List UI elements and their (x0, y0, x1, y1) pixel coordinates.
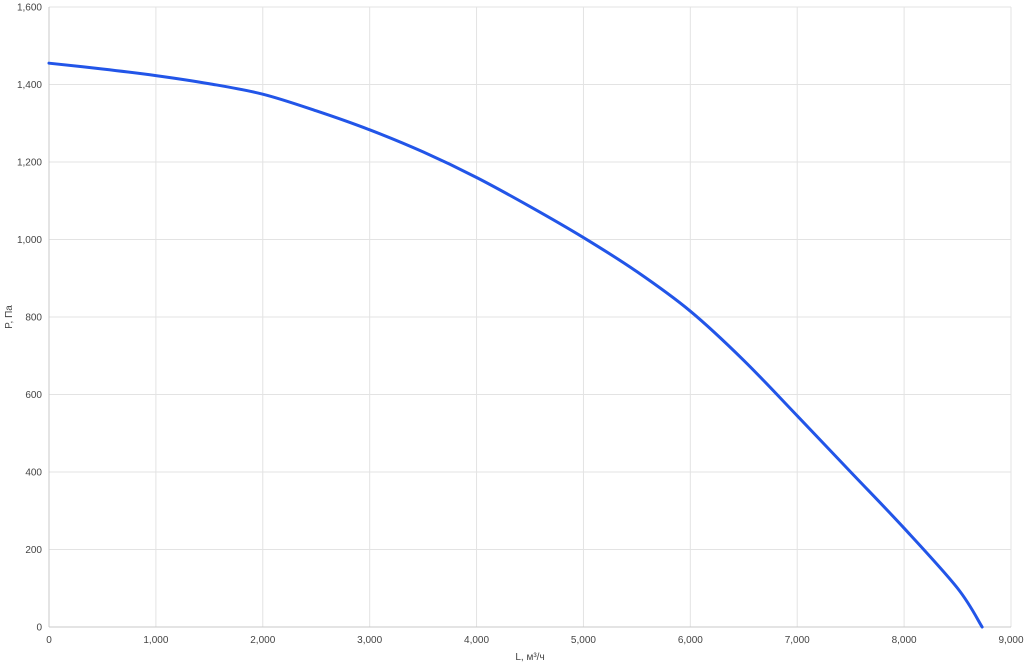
y-tick-label: 400 (25, 468, 42, 479)
y-tick-label: 0 (36, 623, 42, 634)
x-tick-label: 2,000 (250, 635, 275, 646)
x-tick-label: 9,000 (998, 635, 1023, 646)
x-tick-label: 7,000 (785, 635, 810, 646)
series-line (47, 61, 984, 629)
y-tick-label: 200 (25, 545, 42, 556)
y-tick-label: 1,200 (17, 158, 42, 169)
x-tick-label: 1,000 (143, 635, 168, 646)
axes (48, 7, 1011, 628)
y-tick-label: 1,400 (17, 80, 42, 91)
x-tick-label: 6,000 (678, 635, 703, 646)
y-tick-label: 1,600 (17, 3, 42, 14)
x-tick-label: 4,000 (464, 635, 489, 646)
grid-lines (49, 6, 1012, 627)
x-tick-label: 0 (46, 635, 52, 646)
x-tick-label: 5,000 (571, 635, 596, 646)
x-tick-label: 8,000 (892, 635, 917, 646)
series-layer (47, 61, 984, 629)
y-tick-label: 1,000 (17, 235, 42, 246)
x-axis-title: L, м³/ч (515, 652, 544, 663)
x-tick-label: 3,000 (357, 635, 382, 646)
tick-labels: 0 1,000 2,000 3,000 4,000 5,000 6,000 7,000 8,00… (17, 3, 1024, 647)
y-axis-title: P, Па (4, 305, 15, 329)
y-tick-label: 800 (25, 313, 42, 324)
y-tick-label: 600 (25, 390, 42, 401)
